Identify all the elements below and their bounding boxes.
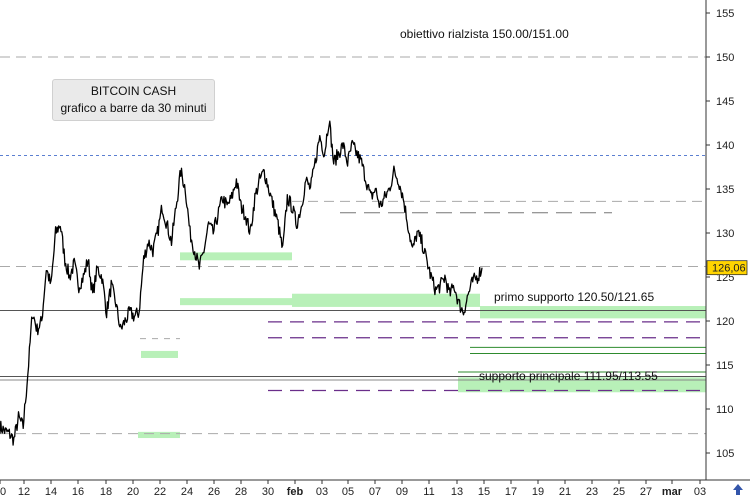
x-tick-label-19: 17 bbox=[505, 486, 517, 498]
x-tick-label-21: 21 bbox=[559, 486, 571, 498]
support-zone-3 bbox=[480, 306, 706, 319]
support-zone-1 bbox=[180, 298, 292, 306]
chart-title: BITCOIN CASH bbox=[90, 84, 177, 98]
annotation-target-label: obiettivo rialzista 150.00/151.00 bbox=[400, 27, 569, 41]
y-tick-label-135: 135 bbox=[716, 184, 734, 196]
x-tick-label-15: 09 bbox=[396, 486, 408, 498]
x-tick-label-18: 15 bbox=[478, 486, 490, 498]
last-price-label: 126,06 bbox=[712, 263, 746, 275]
y-tick-label-120: 120 bbox=[716, 316, 734, 328]
support-zone-5 bbox=[138, 431, 180, 439]
x-tick-label-0: 0 bbox=[0, 486, 6, 498]
x-tick-label-24: 27 bbox=[640, 486, 652, 498]
x-tick-label-3: 16 bbox=[72, 486, 84, 498]
x-tick-label-25: mar bbox=[662, 486, 683, 498]
x-tick-label-13: 05 bbox=[342, 486, 354, 498]
x-tick-label-5: 20 bbox=[127, 486, 139, 498]
support-zone-4 bbox=[141, 350, 178, 358]
x-tick-label-12: 03 bbox=[316, 486, 328, 498]
x-tick-label-16: 11 bbox=[423, 486, 434, 498]
x-tick-label-11: feb bbox=[287, 486, 304, 498]
scroll-up-icon bbox=[733, 484, 743, 490]
annotation-main-support-label: supporto principale 111.95/113.55 bbox=[479, 369, 658, 383]
price-series-line bbox=[0, 120, 483, 446]
y-tick-label-115: 115 bbox=[716, 360, 734, 372]
x-tick-label-8: 26 bbox=[208, 486, 220, 498]
x-tick-label-6: 22 bbox=[154, 486, 166, 498]
y-tick-label-105: 105 bbox=[716, 448, 734, 460]
y-tick-label-140: 140 bbox=[716, 140, 734, 152]
x-tick-label-17: 13 bbox=[451, 486, 463, 498]
chart-subtitle: grafico a barre da 30 minuti bbox=[60, 101, 207, 115]
last-price-tag bbox=[706, 260, 748, 276]
x-tick-label-23: 25 bbox=[613, 486, 625, 498]
support-zone-2 bbox=[292, 293, 480, 307]
x-tick-label-9: 28 bbox=[235, 486, 247, 498]
y-tick-label-145: 145 bbox=[716, 96, 734, 108]
x-tick-label-20: 19 bbox=[532, 486, 544, 498]
x-tick-label-2: 14 bbox=[45, 486, 57, 498]
y-tick-label-110: 110 bbox=[716, 404, 734, 416]
x-tick-label-26: 03 bbox=[694, 486, 706, 498]
y-tick-label-130: 130 bbox=[716, 228, 734, 240]
x-tick-label-22: 23 bbox=[586, 486, 598, 498]
x-tick-label-14: 07 bbox=[369, 486, 381, 498]
x-tick-label-1: 12 bbox=[18, 486, 30, 498]
x-tick-label-7: 24 bbox=[181, 486, 193, 498]
scroll-up-icon-stem bbox=[736, 490, 740, 495]
y-tick-label-155: 155 bbox=[716, 8, 734, 20]
chart-title-box: BITCOIN CASH grafico a barre da 30 minut… bbox=[52, 79, 215, 121]
annotation-first-support-label: primo supporto 120.50/121.65 bbox=[494, 290, 654, 304]
support-zone-0 bbox=[180, 252, 292, 261]
x-tick-label-4: 18 bbox=[100, 486, 112, 498]
y-tick-label-150: 150 bbox=[716, 52, 734, 64]
support-zone-6 bbox=[458, 377, 706, 393]
x-tick-label-10: 30 bbox=[262, 486, 274, 498]
